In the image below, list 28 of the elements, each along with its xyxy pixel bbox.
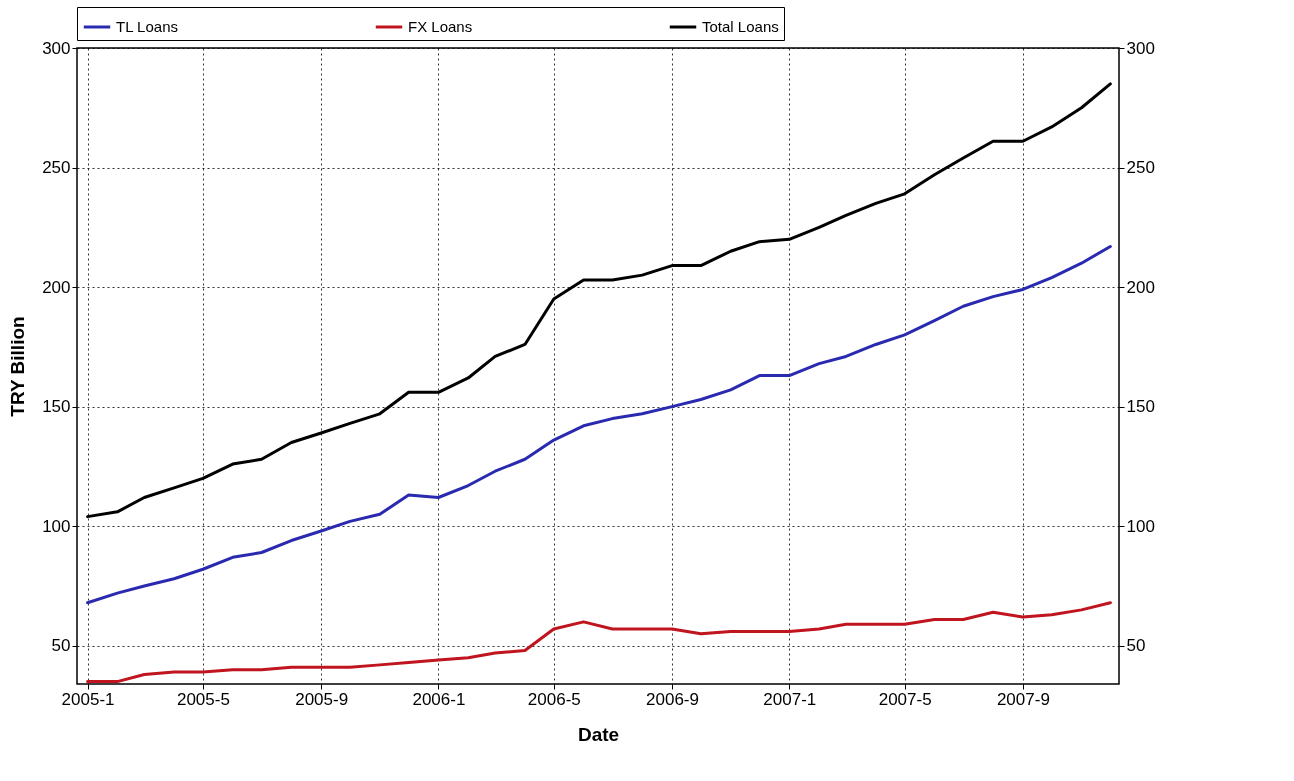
y-axis-title: TRY Billion xyxy=(7,316,29,417)
y-tick-label: 250 xyxy=(42,158,71,178)
legend-label: Total Loans xyxy=(702,18,779,35)
x-tick-label: 2006-5 xyxy=(527,689,581,709)
x-tick-label: 2005-5 xyxy=(176,689,230,709)
x-tick-label: 2005-9 xyxy=(295,689,349,709)
y2-tick-label: 200 xyxy=(1126,277,1155,297)
y-tick-label: 300 xyxy=(42,38,71,58)
legend-label: TL Loans xyxy=(116,18,178,35)
y2-tick-label: 100 xyxy=(1126,516,1155,536)
x-tick-label: 2006-1 xyxy=(412,689,466,709)
x-tick-label: 2007-9 xyxy=(996,689,1050,709)
x-tick-label: 2006-9 xyxy=(646,689,699,709)
x-tick-label: 2007-1 xyxy=(763,689,817,709)
legend-label: FX Loans xyxy=(408,18,473,35)
y-tick-label: 200 xyxy=(42,277,71,297)
y2-tick-label: 150 xyxy=(1126,397,1155,417)
line-series xyxy=(86,244,1112,605)
x-axis-title: Date xyxy=(577,723,620,745)
x-tick-label: 2007-5 xyxy=(878,689,932,709)
x-tick-label: 2005-1 xyxy=(61,689,115,709)
y2-tick-label: 50 xyxy=(1126,636,1146,656)
y2-tick-label: 250 xyxy=(1126,158,1155,178)
y-tick-label: 100 xyxy=(42,516,71,536)
y-tick-label: 150 xyxy=(42,397,71,417)
y-tick-label: 50 xyxy=(51,636,71,656)
line-series xyxy=(86,601,1112,684)
y2-tick-label: 300 xyxy=(1126,38,1155,58)
